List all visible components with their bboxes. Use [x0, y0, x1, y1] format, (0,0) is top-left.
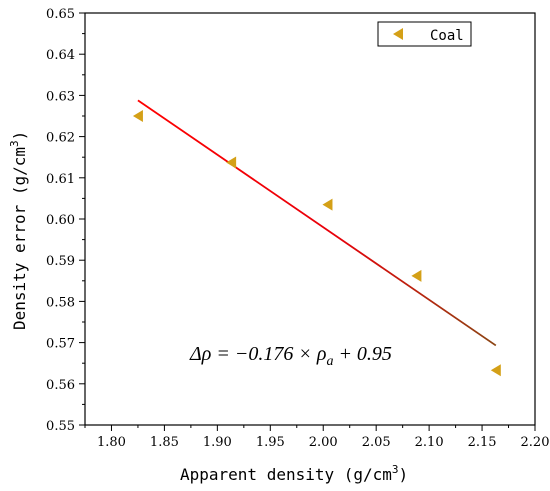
x-tick-label: 2.05 [362, 435, 391, 450]
x-axis-ticks: 1.80 1.85 1.90 1.95 2.00 2.05 2.10 2.15 2.20 [84, 425, 550, 450]
x-tick-label: 2.15 [468, 435, 497, 450]
y-tick-label: 0.59 [46, 254, 75, 269]
data-point [322, 198, 333, 211]
y-tick-label: 0.65 [46, 7, 75, 22]
y-tick-label: 0.60 [46, 213, 75, 228]
y-tick-label: 0.62 [46, 131, 75, 146]
data-point [132, 110, 143, 122]
y-axis-ticks: 0.55 0.56 0.57 0.58 0.59 0.60 0.61 0.62 0.63 0.64… [46, 7, 85, 434]
y-tick-label: 0.64 [46, 48, 75, 63]
fit-line [137, 99, 497, 347]
x-tick-label: 2.00 [309, 435, 338, 450]
y-tick-label: 0.63 [46, 89, 75, 104]
data-points [132, 110, 501, 377]
fit-equation: Δρ = −0.176 × ρa + 0.95 [189, 343, 392, 369]
x-tick-label: 1.80 [97, 435, 126, 450]
y-axis-title: Density error (g/cm3) [8, 131, 29, 330]
data-point [490, 364, 501, 377]
x-tick-label: 1.95 [256, 435, 285, 450]
x-axis-title: Apparent density (g/cm3) [180, 463, 408, 484]
x-tick-label: 2.10 [415, 435, 444, 450]
legend-label: Coal [430, 28, 464, 44]
data-point [226, 156, 237, 169]
x-tick-label: 1.90 [203, 435, 232, 450]
legend: Coal [377, 21, 472, 47]
y-tick-label: 0.58 [46, 295, 75, 310]
y-tick-label: 0.57 [46, 337, 75, 352]
y-tick-label: 0.61 [46, 172, 75, 187]
y-tick-label: 0.56 [46, 378, 75, 393]
y-tick-label: 0.55 [46, 419, 75, 434]
x-tick-label: 2.20 [521, 435, 550, 450]
x-tick-label: 1.85 [150, 435, 179, 450]
legend-marker [393, 28, 403, 40]
data-point [411, 269, 422, 282]
